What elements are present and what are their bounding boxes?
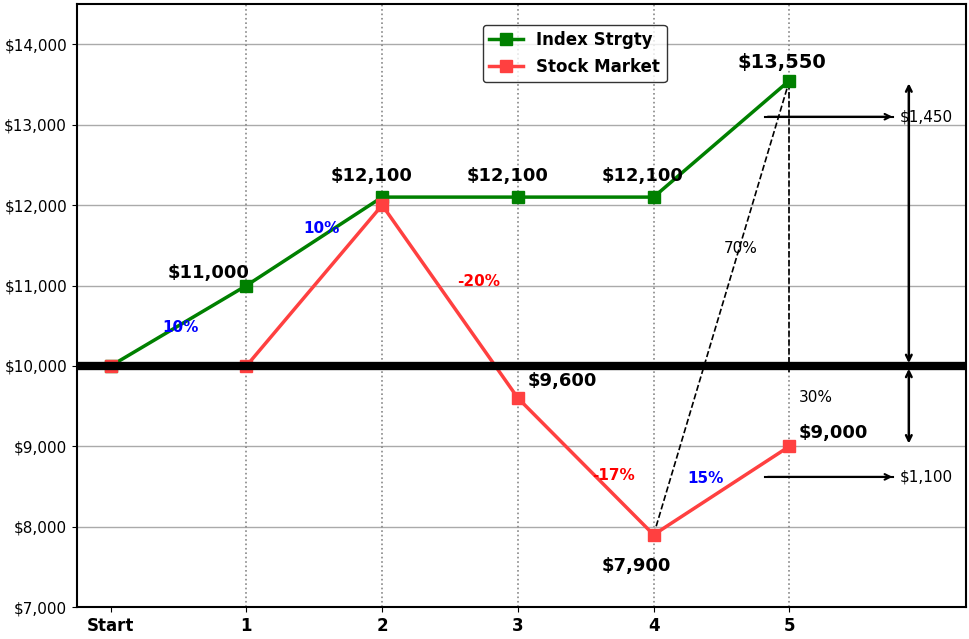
Text: $12,100: $12,100 [330,167,412,185]
Text: $1,450: $1,450 [898,109,952,124]
Line: Index Strgty: Index Strgty [105,75,795,371]
Text: $9,600: $9,600 [527,372,596,390]
Text: $12,100: $12,100 [466,167,547,185]
Index Strgty [376,193,388,201]
Index Strgty [512,193,523,201]
Stock Market [376,201,388,209]
Stock Market [240,362,252,370]
Legend: Index Strgty, Stock Market: Index Strgty, Stock Market [483,24,666,82]
Text: 10%: 10% [162,320,199,335]
Text: $7,900: $7,900 [602,557,671,575]
Text: $11,000: $11,000 [168,263,249,282]
Index Strgty [240,282,252,289]
Text: $13,550: $13,550 [737,54,826,72]
Text: $1,100: $1,100 [898,470,952,484]
Text: -20%: -20% [456,273,499,289]
Text: 30%: 30% [798,390,832,405]
Stock Market [783,442,795,450]
Stock Market [105,362,116,370]
Text: -17%: -17% [592,468,635,483]
Index Strgty [647,193,659,201]
Text: 70%: 70% [724,242,758,256]
Text: 10%: 10% [303,221,339,236]
Text: $9,000: $9,000 [798,424,867,442]
Line: Stock Market: Stock Market [105,199,795,541]
Stock Market [647,531,659,539]
Text: 15%: 15% [687,472,723,486]
Index Strgty [783,77,795,84]
Text: $12,100: $12,100 [602,167,683,185]
Stock Market [512,394,523,402]
Index Strgty [105,362,116,370]
